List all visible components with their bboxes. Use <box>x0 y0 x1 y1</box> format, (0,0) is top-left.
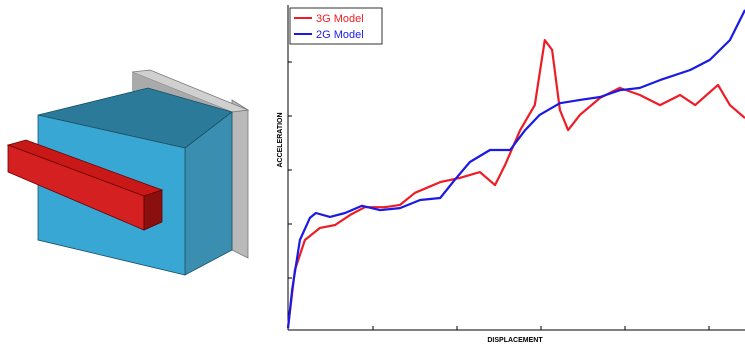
page: DISPLACEMENT ACCELERATION 3G Model 2G Mod… <box>0 0 745 347</box>
y-axis-label: ACCELERATION <box>277 112 284 167</box>
legend-label: 2G Model <box>316 29 364 41</box>
legend-label: 3G Model <box>316 13 364 25</box>
plate-side <box>232 100 248 258</box>
tick-mark <box>288 62 709 330</box>
series-line <box>288 40 745 328</box>
illustration <box>8 70 248 275</box>
axes <box>288 5 745 330</box>
series-line <box>288 10 745 328</box>
x-axis-label: DISPLACEMENT <box>487 337 543 344</box>
